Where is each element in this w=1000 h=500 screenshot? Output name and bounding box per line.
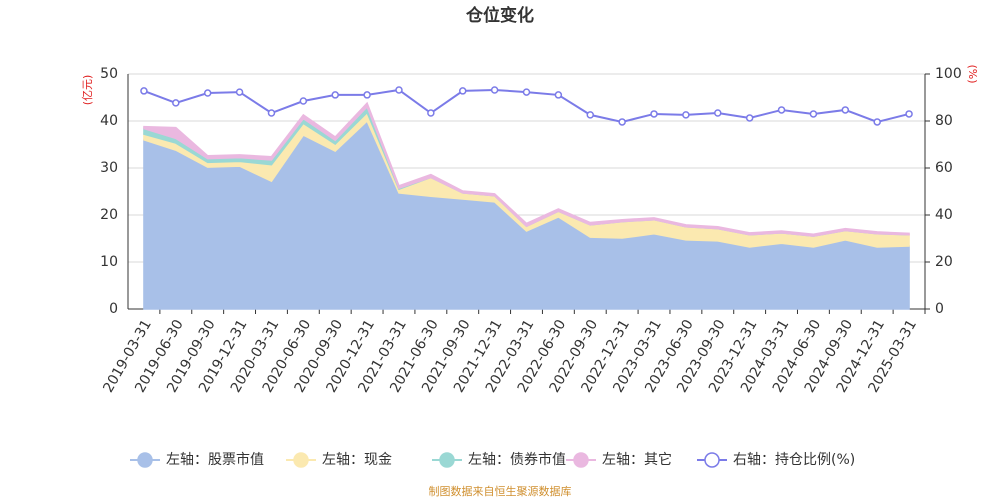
y-tick-label: 30 [100,160,118,176]
y2-tick-label: 20 [935,254,953,270]
y-tick-label: 40 [100,113,118,129]
line-point [331,91,339,99]
line-point [682,111,690,119]
line-point [172,99,180,107]
line-point [235,88,244,96]
line-point [714,109,722,117]
line-point [777,106,786,114]
y2-tick-label: 0 [935,301,944,317]
legend-marker [439,452,455,468]
line-point [267,109,276,117]
legend-label: 左轴：债券市值 [468,451,566,468]
line-point [140,87,148,95]
legend-marker [573,452,589,468]
area [143,101,910,237]
y2-tick-label: 80 [935,113,953,129]
line-point [809,110,818,118]
legend-label: 左轴：股票市值 [166,451,264,468]
y2-tick-label: 60 [935,160,953,176]
line-point [458,87,467,95]
legend-label: 左轴：其它 [602,451,672,468]
line-point [522,88,531,96]
line-point [554,91,563,99]
y-tick-label: 20 [100,207,118,223]
legend-label: 左轴：现金 [322,452,392,468]
line-point [586,111,595,119]
line-point [427,109,435,117]
line-point [905,110,913,118]
y2-axis-label: (%) [966,64,979,83]
y-tick-label: 50 [100,66,118,82]
line-point [299,97,308,105]
line-point [618,118,626,126]
legend-marker [704,452,720,468]
line-point [745,114,754,122]
source-note: 制图数据来自恒生聚源数据库 [429,484,572,498]
chart-title: 仓位变化 [465,5,534,26]
y-tick-label: 0 [109,301,118,317]
y-axis-label: (亿元) [81,75,94,106]
line-point [873,118,881,126]
y2-tick-label: 40 [935,207,953,223]
line-point [841,106,850,114]
line-point [363,91,371,99]
legend-label: 右轴：持仓比例(%) [733,452,855,468]
line-point [490,86,499,94]
line-point [395,86,403,94]
y2-tick-label: 100 [935,66,962,82]
legend-marker [293,452,309,468]
line-point [650,110,658,118]
line-point [203,89,212,97]
legend-marker [137,452,153,468]
y-tick-label: 10 [100,254,118,270]
